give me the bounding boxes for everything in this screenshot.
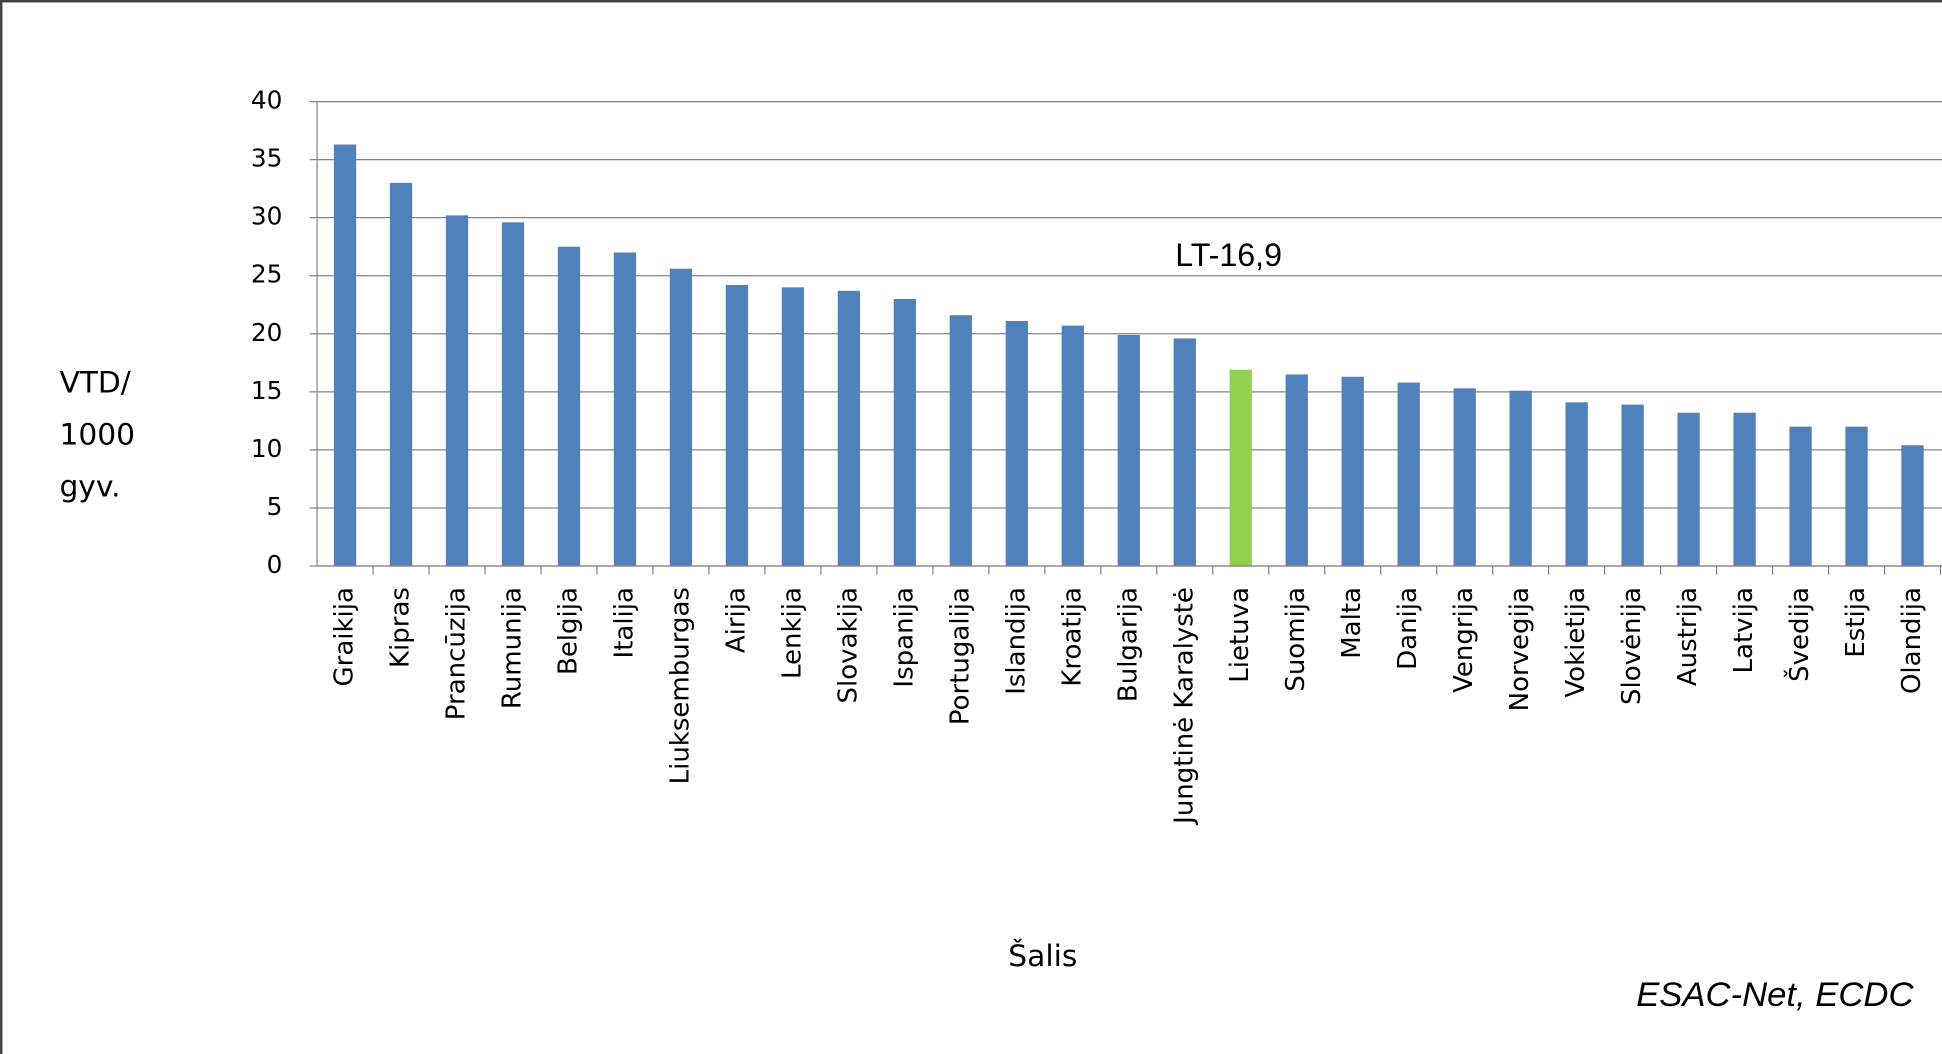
bar: [1117, 334, 1140, 567]
bar: [1005, 321, 1028, 567]
bar: [1229, 369, 1252, 567]
bar: [1397, 382, 1420, 567]
x-tick-label: Rumunija: [497, 587, 527, 709]
bar: [1621, 404, 1644, 567]
bar: [893, 298, 917, 567]
x-tick-label: Italija: [609, 587, 639, 658]
x-tick-label: Olandija: [1897, 587, 1927, 694]
x-tick-label: Prancūzija: [442, 587, 472, 720]
bar: [1285, 374, 1308, 567]
x-tick-label: Islandija: [1001, 587, 1031, 695]
x-tick-label: Jungtinė Karalystė: [1169, 587, 1199, 826]
annotation: LT-16,9: [1175, 237, 1282, 273]
bar: [613, 252, 637, 567]
x-tick-label: Belgija: [553, 587, 583, 675]
bar: [501, 222, 525, 567]
y-tick-label: 40: [251, 86, 283, 115]
bar: [1509, 390, 1532, 567]
x-tick-label: Malta: [1337, 587, 1367, 659]
y-axis-label: 1000: [59, 417, 135, 452]
x-tick-label: Vengrija: [1449, 587, 1479, 693]
x-tick-label: Švedija: [1783, 587, 1815, 682]
bar: [837, 290, 861, 567]
x-tick-label: Graikija: [330, 587, 360, 686]
x-tick-label: Norvegija: [1505, 587, 1535, 711]
bar: [1845, 426, 1868, 567]
x-tick-label: Danija: [1393, 587, 1423, 670]
bar: [557, 246, 581, 567]
x-tick-label: Kipras: [386, 587, 416, 668]
y-tick-label: 35: [251, 144, 283, 173]
x-tick-label: Vokietija: [1561, 587, 1591, 698]
y-tick-label: 25: [251, 260, 283, 289]
x-tick-label: Portugalija: [945, 587, 975, 725]
x-tick-label: Kroatija: [1057, 587, 1087, 687]
bar: [445, 215, 469, 567]
x-tick-label: Slovėnija: [1617, 587, 1647, 705]
bar: [781, 287, 805, 567]
bar: [1341, 376, 1364, 567]
bar: [1733, 412, 1756, 567]
x-tick-label: Ispanija: [889, 587, 919, 688]
y-axis-label: gyv.: [59, 469, 120, 504]
x-tick-label: Latvija: [1729, 587, 1759, 673]
x-tick-label: Liuksemburgas: [665, 587, 695, 784]
source: ESAC-Net, ECDC: [1636, 976, 1914, 1014]
y-axis-label: VTD/: [59, 365, 131, 400]
x-tick-label: Bulgarija: [1113, 587, 1143, 702]
bar: [1789, 426, 1812, 567]
bar: [725, 285, 749, 567]
bar: [669, 268, 693, 567]
x-tick-label: Suomija: [1281, 587, 1311, 692]
x-tick-label: Estija: [1841, 587, 1871, 658]
bar: [333, 144, 357, 567]
bar: [1565, 402, 1588, 567]
bar: [1901, 445, 1924, 567]
y-tick-label: 15: [251, 376, 283, 405]
x-tick-label: Lietuva: [1225, 587, 1255, 683]
bar: [1453, 388, 1476, 567]
bar: [949, 315, 972, 567]
bar: [1677, 412, 1700, 567]
x-tick-label: Slovakija: [833, 587, 863, 703]
y-tick-label: 20: [251, 318, 283, 347]
bar: [389, 182, 413, 567]
y-tick-label: 30: [251, 202, 283, 231]
x-tick-label: Airija: [721, 587, 751, 653]
y-tick-label: 5: [267, 492, 283, 521]
x-axis-label: Šalis: [1008, 937, 1077, 974]
y-tick-label: 0: [267, 550, 283, 579]
x-tick-label: Lenkija: [777, 587, 807, 679]
y-tick-label: 10: [251, 434, 283, 463]
bar: [1173, 338, 1196, 567]
bar: [1061, 325, 1084, 567]
x-tick-label: Austrija: [1673, 587, 1703, 686]
